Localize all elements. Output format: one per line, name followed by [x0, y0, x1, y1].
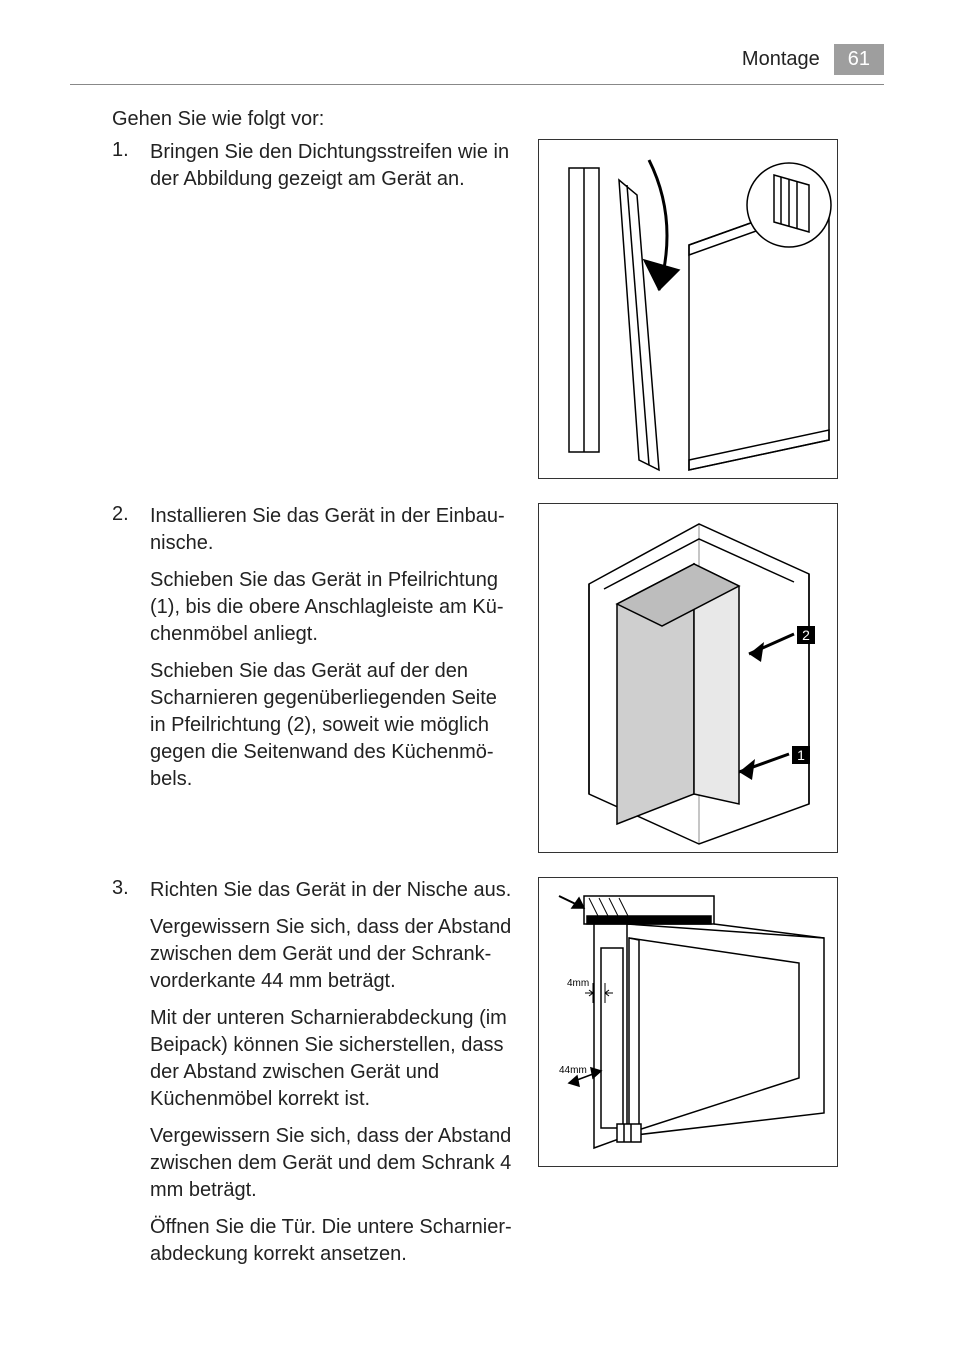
header-rule — [70, 84, 884, 85]
step-1: 1. Bringen Sie den Dichtungsstreifen wie… — [112, 139, 884, 479]
step-2: 2. Installieren Sie das Gerät in der Ein… — [112, 503, 884, 853]
step-number: 1. — [112, 139, 150, 162]
step-number: 3. — [112, 877, 150, 900]
step-number: 2. — [112, 503, 150, 526]
figure-1-sealing-strip — [538, 139, 838, 479]
step-body: Installieren Sie das Gerät in der Einbau… — [150, 503, 512, 803]
step-body: Bringen Sie den Dichtungsstreifen wie in… — [150, 139, 512, 203]
page-number: 61 — [834, 44, 884, 75]
dimension-44mm: 44mm — [559, 1065, 587, 1076]
section-title: Montage — [742, 48, 820, 71]
dimension-4mm: 4mm — [567, 978, 589, 989]
page-header: Montage 61 — [742, 44, 884, 75]
figure-3-alignment: 4mm 44mm — [538, 877, 838, 1167]
step-body: Richten Sie das Gerät in der Nische aus.… — [150, 877, 512, 1278]
figure-2-install-niche: 2 1 — [538, 503, 838, 853]
step-3: 3. Richten Sie das Gerät in der Nische a… — [112, 877, 884, 1278]
intro-text: Gehen Sie wie folgt vor: — [112, 108, 884, 131]
content-area: Gehen Sie wie folgt vor: 1. Bringen Sie … — [112, 108, 884, 1302]
callout-1: 1 — [797, 747, 805, 763]
callout-2: 2 — [802, 627, 810, 643]
